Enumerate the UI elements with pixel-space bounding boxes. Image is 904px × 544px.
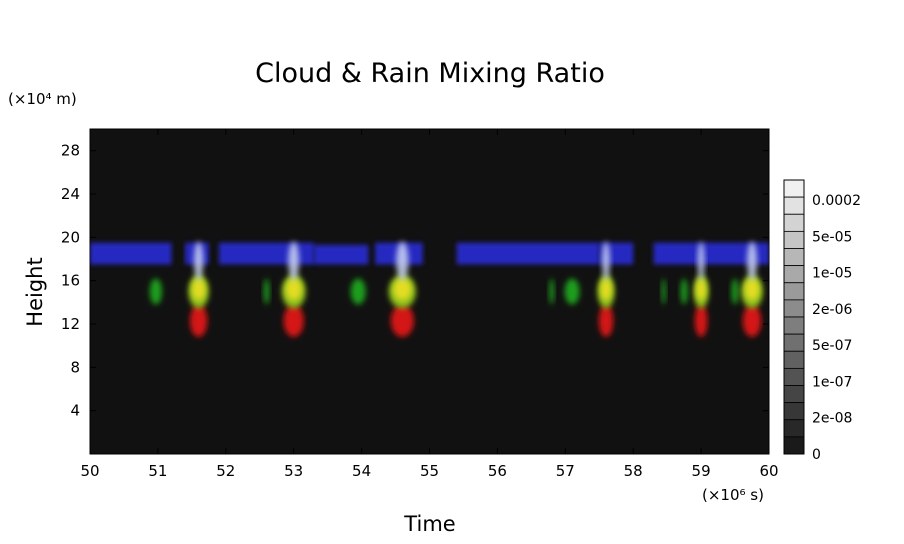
cell-core-13 (744, 278, 760, 301)
cell-cloud-6 (549, 278, 555, 305)
colorbar-level-13 (783, 402, 805, 421)
x-axis: 50 51 52 53 54 55 56 57 58 59 60 (80, 129, 779, 480)
convective-cell-9 (661, 278, 666, 305)
colorbar-level-1 (783, 196, 805, 215)
cell-top-8 (602, 241, 610, 281)
cell-core-11 (696, 278, 706, 301)
colorbar-level-5 (783, 265, 805, 284)
cloud-band-7 (653, 242, 769, 265)
y-tick-label-3: 16 (61, 272, 80, 290)
x-tick-label-7: 57 (556, 462, 575, 480)
cell-rain-13 (742, 304, 762, 337)
y-tick-label-2: 12 (61, 315, 80, 333)
cell-cloud-10 (680, 278, 688, 305)
cell-top-11 (697, 241, 705, 281)
y-tick-label-5: 24 (61, 185, 80, 203)
x-tick-label-10: 60 (759, 462, 778, 480)
convective-cell-8 (597, 241, 615, 337)
x-axis-label: Time (403, 512, 455, 536)
cell-top-5 (396, 241, 409, 281)
colorbar-label-4: 5e-07 (812, 338, 852, 354)
convective-cell-3 (281, 241, 306, 337)
colorbar-level-12 (783, 385, 805, 404)
cloud-band-3 (314, 244, 369, 265)
colorbar-level-6 (783, 282, 805, 301)
cloud-band-0 (90, 242, 172, 265)
cell-top-1 (194, 241, 204, 281)
convective-cell-1 (188, 241, 209, 337)
convective-cell-4 (350, 278, 366, 305)
heatmap-layer (90, 241, 769, 337)
colorbar-label-0: 0.0002 (812, 193, 861, 209)
cell-core-8 (600, 278, 612, 301)
colorbar-level-4 (783, 248, 805, 267)
colorbar-label-6: 2e-08 (812, 411, 852, 427)
y-axis: 4 8 12 16 20 24 28 (61, 142, 769, 420)
colorbar-label-3: 2e-06 (812, 302, 852, 318)
cell-cloud-9 (661, 278, 666, 305)
colorbar-level-15 (783, 436, 805, 455)
convective-cell-10 (680, 278, 688, 305)
y-axis-label: Height (23, 257, 47, 326)
colorbar-frame (783, 179, 805, 455)
convective-cell-0 (149, 278, 162, 305)
y-tick-label-0: 4 (70, 402, 80, 420)
cell-core-1 (192, 278, 206, 301)
colorbar-label-2: 1e-05 (812, 266, 852, 282)
convective-cell-11 (693, 241, 709, 337)
cell-cloud-0 (149, 278, 162, 305)
colorbar-label-5: 1e-07 (812, 374, 852, 390)
cloud-band-2 (219, 242, 315, 265)
y-tick-label-6: 28 (61, 142, 80, 160)
cell-cloud-12 (731, 278, 739, 305)
colorbar-label-7: 0 (812, 447, 821, 463)
colorbar: 0.0002 5e-05 1e-05 2e-06 5e-07 1e-07 2e-08 0 (783, 179, 861, 463)
x-tick-label-8: 58 (624, 462, 643, 480)
x-tick-label-3: 53 (284, 462, 303, 480)
cell-rain-11 (694, 304, 708, 337)
colorbar-level-9 (783, 333, 805, 352)
cell-rain-8 (598, 304, 614, 337)
x-tick-label-2: 52 (216, 462, 235, 480)
cell-rain-1 (189, 304, 208, 337)
cloud-band-5 (456, 242, 600, 265)
colorbar-level-14 (783, 419, 805, 438)
x-axis-unit-label: (×10⁶ s) (702, 486, 764, 504)
y-axis-unit-label: (×10⁴ m) (8, 90, 77, 108)
colorbar-level-7 (783, 299, 805, 318)
cell-core-5 (393, 278, 412, 301)
y-tick-label-4: 20 (61, 228, 80, 246)
convective-cell-7 (564, 278, 580, 305)
cell-rain-3 (283, 304, 304, 337)
cell-rain-5 (390, 304, 414, 337)
x-tick-label-9: 59 (692, 462, 711, 480)
convective-cell-12 (731, 278, 739, 305)
colorbar-label-1: 5e-05 (812, 229, 852, 245)
x-tick-label-1: 51 (148, 462, 167, 480)
colorbar-level-10 (783, 350, 805, 369)
x-tick-label-5: 55 (420, 462, 439, 480)
colorbar-level-8 (783, 316, 805, 335)
chart-title: Cloud & Rain Mixing Ratio (255, 58, 605, 89)
convective-cell-6 (549, 278, 555, 305)
cell-cloud-7 (564, 278, 580, 305)
cell-core-3 (285, 278, 302, 301)
x-tick-label-6: 56 (488, 462, 507, 480)
cell-cloud-2 (263, 278, 270, 305)
x-tick-label-0: 50 (80, 462, 99, 480)
y-tick-label-1: 8 (70, 358, 80, 376)
colorbar-level-2 (783, 213, 805, 232)
cell-cloud-4 (350, 278, 366, 305)
cell-top-13 (747, 241, 757, 281)
colorbar-level-11 (783, 367, 805, 386)
convective-cell-5 (388, 241, 416, 337)
convective-cell-2 (263, 278, 270, 305)
colorbar-level-0 (783, 179, 805, 198)
convective-cell-13 (741, 241, 763, 337)
cell-top-3 (288, 241, 300, 281)
x-tick-label-4: 54 (352, 462, 371, 480)
colorbar-level-3 (783, 230, 805, 249)
